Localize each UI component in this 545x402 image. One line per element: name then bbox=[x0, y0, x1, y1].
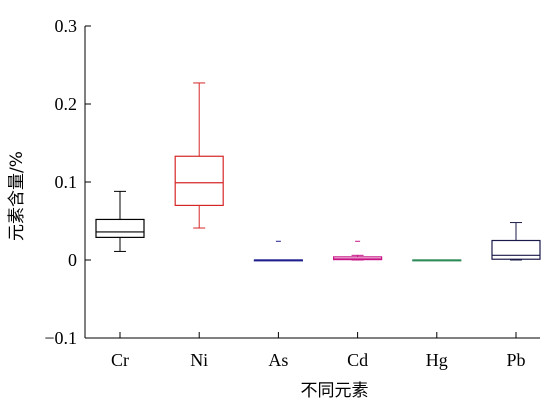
x-tick-label: Cr bbox=[111, 350, 129, 370]
box-series bbox=[95, 82, 541, 262]
box-pb bbox=[491, 222, 541, 261]
y-tick-label: 0.1 bbox=[55, 172, 78, 192]
y-tick-label: 0 bbox=[68, 250, 77, 270]
box-cr bbox=[95, 190, 145, 252]
x-tick-label: Cd bbox=[347, 350, 368, 370]
box-iqr bbox=[174, 155, 224, 206]
x-tick-label: Pb bbox=[506, 350, 525, 370]
box-cd bbox=[333, 240, 383, 261]
x-tick-label: Ni bbox=[190, 350, 208, 370]
box-iqr bbox=[491, 239, 541, 260]
y-tick-label: 0.2 bbox=[55, 94, 78, 114]
box-hg bbox=[412, 259, 462, 262]
y-axis-title: 元素含量/% bbox=[7, 151, 27, 241]
box-ni bbox=[174, 82, 224, 229]
y-tick-label: 0.3 bbox=[55, 16, 78, 36]
box-as bbox=[253, 240, 303, 262]
x-axis-ticks: Cr Ni As Cd Hg Pb bbox=[111, 332, 526, 370]
y-tick-label: −0.1 bbox=[44, 328, 77, 348]
y-axis-ticks: −0.1 0 0.1 0.2 0.3 bbox=[44, 16, 91, 348]
x-tick-label: As bbox=[268, 350, 288, 370]
plot-area: −0.1 0 0.1 0.2 0.3 Cr Ni As Cd Hg Pb bbox=[44, 16, 541, 370]
x-tick-label: Hg bbox=[426, 350, 448, 370]
x-axis-title: 不同元素 bbox=[301, 381, 369, 401]
box-iqr bbox=[95, 218, 145, 238]
